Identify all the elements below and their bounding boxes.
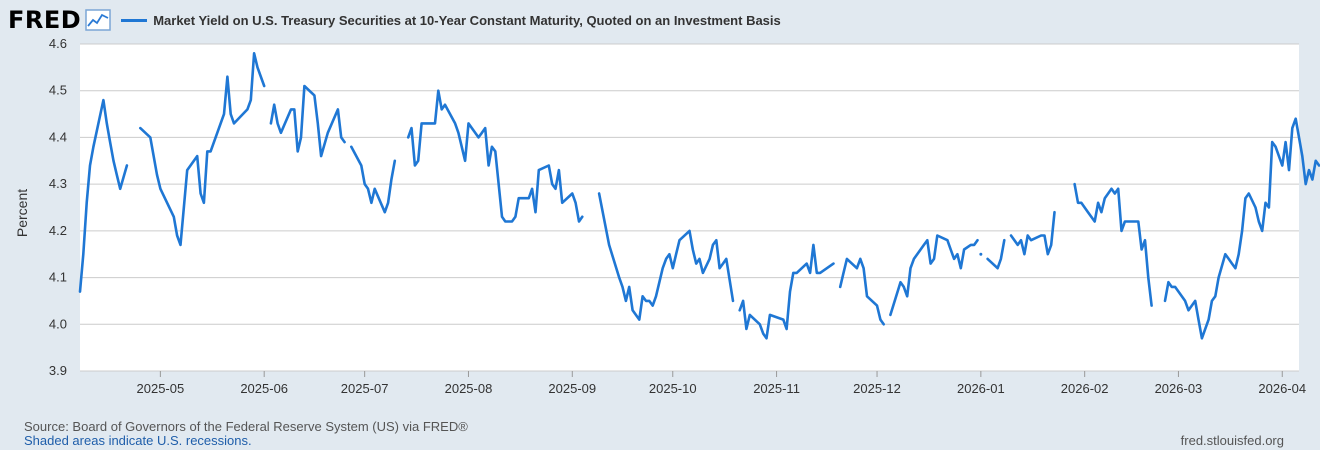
y-tick-label: 4.2	[49, 223, 67, 238]
x-tick-label: 2025-06	[240, 381, 288, 396]
series-line-segment	[838, 257, 886, 326]
series-line-segment	[406, 89, 584, 223]
y-tick-label: 4.6	[49, 36, 67, 51]
x-tick-label: 2025-09	[548, 381, 596, 396]
series-line-segment	[139, 51, 266, 247]
y-tick-label: 3.9	[49, 363, 67, 378]
series-line-segment	[349, 145, 397, 214]
y-tick-label: 4.0	[49, 316, 67, 331]
series-lines	[78, 51, 1320, 340]
series-line-segment	[1163, 117, 1320, 340]
x-tick-label: 2026-03	[1155, 381, 1203, 396]
series-line-segment	[597, 192, 735, 321]
series-line-segment	[269, 84, 346, 158]
fred-credit-link[interactable]: fred.stlouisfed.org	[1180, 433, 1284, 448]
source-note: Source: Board of Governors of the Federa…	[24, 419, 468, 434]
legend: Market Yield on U.S. Treasury Securities…	[121, 13, 781, 28]
series-line-segment	[1073, 182, 1153, 307]
recession-note-link[interactable]: Shaded areas indicate U.S. recessions.	[24, 433, 252, 448]
series-point	[979, 252, 983, 256]
x-tick-label: 2025-07	[341, 381, 389, 396]
legend-swatch	[121, 18, 148, 22]
chart-header: FRED Market Yield on U.S. Treasury Secur…	[8, 5, 781, 35]
x-tick-label: 2025-11	[753, 381, 800, 396]
x-axis: 2025-05 2025-06 2025-07 2025-08 2025-09 2025-…	[137, 371, 1306, 396]
x-tick-label: 2025-10	[649, 381, 697, 396]
plot-area	[80, 44, 1299, 371]
series-line-segment	[78, 98, 129, 293]
line-chart-icon	[85, 9, 111, 31]
y-tick-label: 4.3	[49, 176, 67, 191]
x-tick-label: 2025-12	[853, 381, 901, 396]
x-tick-label: 2026-01	[957, 381, 1005, 396]
y-tick-label: 4.1	[49, 270, 67, 285]
x-tick-label: 2026-04	[1258, 381, 1306, 396]
x-tick-label: 2025-08	[445, 381, 493, 396]
y-axis: 3.9 4.0 4.1 4.2 4.3 4.4 4.5 4.6	[49, 36, 67, 378]
y-tick-label: 4.4	[49, 129, 67, 144]
series-line-segment	[986, 238, 1006, 270]
x-tick-label: 2025-05	[137, 381, 185, 396]
fred-logo[interactable]: FRED	[8, 6, 82, 34]
x-tick-label: 2026-02	[1061, 381, 1109, 396]
legend-series-label[interactable]: Market Yield on U.S. Treasury Securities…	[153, 12, 781, 28]
y-tick-label: 4.5	[49, 83, 67, 98]
series-line-segment	[1009, 210, 1056, 256]
y-axis-title: Percent	[14, 189, 30, 237]
series-line-segment	[889, 234, 979, 317]
series-line-segment	[738, 243, 835, 340]
